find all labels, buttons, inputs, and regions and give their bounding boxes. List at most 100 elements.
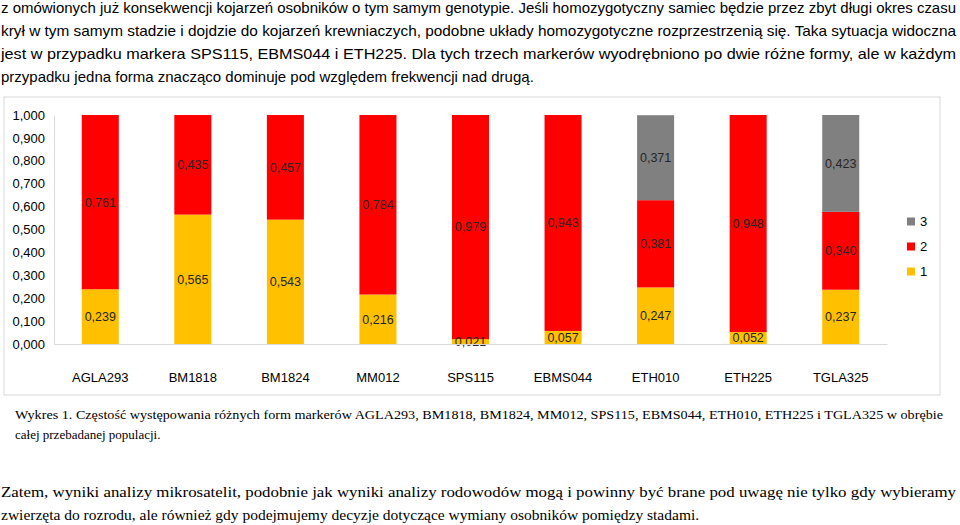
- x-tick-label: MM012: [356, 370, 399, 385]
- series-bars: [82, 115, 859, 339]
- legend-label: 3: [920, 214, 927, 229]
- legend-swatch: [907, 268, 915, 276]
- text-line: przypadku jedna forma znacząco dominuje …: [1, 68, 534, 85]
- x-tick-label: EBMS044: [534, 370, 593, 385]
- legend-item: 1: [907, 264, 927, 279]
- legend-item: 2: [907, 239, 927, 254]
- y-tick-label: 1,000: [12, 108, 45, 123]
- data-label: 0,247: [640, 309, 671, 323]
- y-axis: 0,000 0,100 0,200 0,300 0,400 0,500 0,600 0,700…: [12, 108, 54, 352]
- y-tick: 0,100: [12, 314, 54, 329]
- x-axis: AGLA293 BM1818 BM1824 MM012 SPS115 EBMS044 ETH…: [55, 344, 888, 385]
- data-label: 0,948: [733, 217, 764, 231]
- bar-segment: [267, 220, 304, 344]
- series-bars: [637, 115, 859, 212]
- data-label: 0,239: [85, 310, 116, 324]
- data-label: 0,784: [362, 198, 393, 212]
- data-label: 0,216: [362, 313, 393, 327]
- legend-swatch: [907, 218, 915, 226]
- bar-segment: [452, 115, 489, 339]
- y-tick: 0,400: [12, 245, 54, 260]
- data-label: 0,237: [825, 310, 856, 324]
- text-line: krył w tym samym stadzie i dojdzie do ko…: [1, 22, 957, 39]
- data-label: 0,565: [177, 273, 208, 287]
- y-tick: 1,000: [12, 108, 54, 123]
- legend-swatch: [907, 243, 915, 251]
- y-tick-label: 0,900: [12, 131, 45, 146]
- bar-segment: [822, 115, 859, 212]
- text-line: zwierzęta do rozrodu, ale również gdy po…: [1, 506, 699, 523]
- data-label: 0,979: [455, 220, 486, 234]
- bar-segment: [82, 289, 119, 344]
- y-tick: 0,200: [12, 291, 54, 306]
- x-tick-label: AGLA293: [72, 370, 128, 385]
- bar-segment: [637, 200, 674, 287]
- data-label: 0,340: [825, 244, 856, 258]
- bar-segment: [82, 115, 119, 289]
- x-tick: EBMS044: [534, 344, 593, 385]
- x-tick: MM012: [356, 344, 399, 385]
- y-tick-label: 0,700: [12, 176, 45, 191]
- bars: [82, 115, 859, 344]
- data-label: 0,371: [640, 151, 671, 165]
- data-label: 0,381: [640, 237, 671, 251]
- text-line: Wykres 1. Częstość występowania różnych …: [15, 407, 943, 422]
- data-label: 0,435: [177, 158, 208, 172]
- x-tick: SPS115: [447, 344, 494, 385]
- bar-segment: [822, 290, 859, 344]
- y-tick-label: 0,200: [12, 291, 45, 306]
- bar-segment: [359, 295, 396, 344]
- bar-segment: [267, 115, 304, 220]
- bar-segment: [174, 215, 211, 344]
- bar-segment: [174, 115, 211, 215]
- bar-segment: [637, 115, 674, 200]
- bar-segment: [545, 331, 582, 344]
- data-label: 0,761: [85, 196, 116, 210]
- x-tick-label: BM1824: [261, 370, 309, 385]
- legend-label: 1: [920, 264, 927, 279]
- y-tick-label: 0,600: [12, 199, 45, 214]
- data-label: 0,943: [547, 216, 578, 230]
- caption: Wykres 1. Częstość występowania różnych …: [15, 407, 943, 442]
- x-tick: BM1818: [169, 344, 217, 385]
- x-tick: BM1824: [261, 344, 309, 385]
- bar-segment: [730, 115, 767, 332]
- chart-frame: [4, 97, 940, 395]
- y-axis-line: [54, 116, 55, 345]
- data-label: 0,052: [733, 331, 764, 345]
- x-tick: ETH225: [724, 344, 772, 385]
- bar-segment: [637, 287, 674, 344]
- bar-segment: [822, 212, 859, 290]
- y-tick-label: 0,300: [12, 268, 45, 283]
- data-label: 0,423: [825, 157, 856, 171]
- y-tick: 0,000: [12, 337, 54, 352]
- y-tick-label: 0,800: [12, 153, 45, 168]
- data-labels: 0,2390,5650,5430,2160,0210,0570,2470,052…: [85, 151, 857, 349]
- legend-label: 2: [920, 239, 927, 254]
- y-tick: 0,800: [12, 153, 54, 168]
- x-tick: ETH010: [632, 344, 680, 385]
- y-tick: 0,700: [12, 176, 54, 191]
- y-tick: 0,300: [12, 268, 54, 283]
- x-tick-label: SPS115: [447, 370, 494, 385]
- text-line: z omówionych już konsekwencji kojarzeń o…: [1, 0, 956, 16]
- x-tick-label: BM1818: [169, 370, 217, 385]
- legend-item: 3: [907, 214, 927, 229]
- y-tick: 0,600: [12, 199, 54, 214]
- y-tick-label: 0,100: [12, 314, 45, 329]
- data-label: 0,543: [270, 275, 301, 289]
- text-line: całej przebadanej populacji.: [15, 427, 160, 442]
- x-tick: AGLA293: [72, 344, 128, 385]
- data-label: 0,457: [270, 161, 301, 175]
- text-line: Zatem, wyniki analizy mikrosatelit, podo…: [1, 483, 956, 500]
- x-tick-label: TGLA325: [813, 370, 869, 385]
- y-tick-label: 0,500: [12, 222, 45, 237]
- x-axis-line: [55, 344, 888, 345]
- x-tick: TGLA325: [813, 344, 869, 385]
- legend: 1 2 3: [907, 214, 927, 279]
- x-tick-label: ETH010: [632, 370, 680, 385]
- data-label: 0,021: [455, 335, 486, 349]
- y-tick-label: 0,000: [12, 337, 45, 352]
- bar-segment: [545, 115, 582, 331]
- bottom-text: Zatem, wyniki analizy mikrosatelit, podo…: [1, 483, 956, 523]
